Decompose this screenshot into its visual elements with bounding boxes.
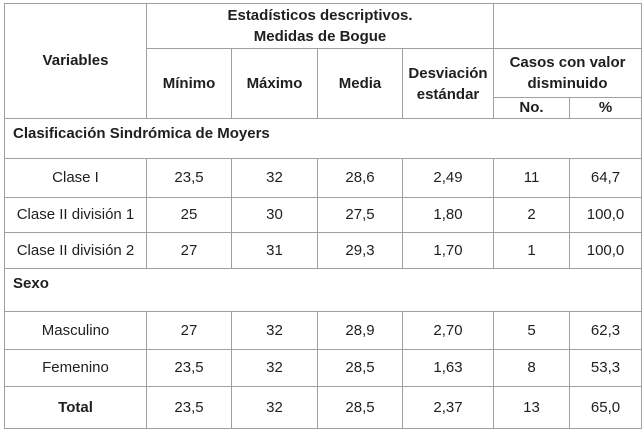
row-label: Total — [4, 386, 147, 429]
cell-min: 23,5 — [146, 386, 232, 429]
header-cases-line1: Casos con valor — [509, 54, 626, 71]
header-stats-group: Estadísticos descriptivos. Medidas de Bo… — [145, 3, 495, 49]
cell-mean: 29,3 — [317, 232, 403, 269]
cell-std: 2,49 — [401, 158, 495, 198]
cell-pct: 62,3 — [569, 311, 643, 350]
row-label: Femenino — [4, 349, 147, 387]
header-mean: Media — [317, 48, 403, 119]
cell-max: 32 — [231, 349, 318, 387]
header-row-1: Variables Estadísticos descriptivos. Med… — [4, 3, 643, 119]
section-row: Sexo — [3, 268, 643, 312]
cell-std: 1,80 — [401, 197, 495, 233]
cell-min: 27 — [146, 311, 232, 350]
cell-pct: 64,7 — [569, 158, 643, 198]
cell-mean: 28,5 — [317, 386, 403, 429]
cell-std: 1,63 — [401, 349, 495, 387]
row-label: Clase II división 2 — [4, 232, 147, 269]
table-row: Femenino 23,5 32 28,5 1,63 8 53,3 — [4, 349, 643, 387]
cell-std: 2,70 — [401, 311, 495, 350]
header-stats-group-line2: Medidas de Bogue — [253, 28, 387, 45]
row-label: Clase II división 1 — [4, 197, 147, 233]
table-row: Clase II división 2 27 31 29,3 1,70 1 10… — [4, 232, 643, 269]
table-row-total: Total 23,5 32 28,5 2,37 13 65,0 — [4, 386, 643, 429]
header-cases: Casos con valor disminuido — [493, 48, 643, 98]
header-stats-group-line1: Estadísticos descriptivos. — [227, 7, 413, 24]
header-empty-cell — [493, 3, 643, 49]
cell-no: 13 — [493, 386, 571, 429]
header-row-2: Mínimo Máximo Media Desviación estándar … — [5, 48, 643, 119]
cell-no: 2 — [493, 197, 571, 233]
header-no: No. — [493, 97, 571, 119]
cell-no: 11 — [493, 158, 571, 198]
header-std-line2: estándar — [416, 85, 480, 103]
cell-pct: 100,0 — [569, 197, 643, 233]
cell-min: 23,5 — [146, 158, 232, 198]
cell-min: 25 — [146, 197, 232, 233]
cell-no: 1 — [493, 232, 571, 269]
cell-no: 8 — [493, 349, 571, 387]
header-max: Máximo — [231, 48, 318, 119]
section-label: Sexo — [3, 268, 643, 312]
table-row: Clase II división 1 25 30 27,5 1,80 2 10… — [4, 197, 643, 233]
cell-pct: 100,0 — [569, 232, 643, 269]
row-label: Masculino — [4, 311, 147, 350]
header-cases-line2: disminuido — [527, 75, 608, 92]
cell-max: 32 — [231, 386, 318, 429]
cell-mean: 28,6 — [317, 158, 403, 198]
cell-max: 32 — [231, 311, 318, 350]
cell-std: 1,70 — [401, 232, 495, 269]
table-row: Masculino 27 32 28,9 2,70 5 62,3 — [4, 311, 643, 350]
cell-pct: 65,0 — [569, 386, 643, 429]
cell-mean: 28,5 — [317, 349, 403, 387]
cell-mean: 28,9 — [317, 311, 403, 350]
statistics-table: Variables Estadísticos descriptivos. Med… — [3, 3, 643, 429]
header-min: Mínimo — [146, 48, 232, 119]
cell-min: 23,5 — [146, 349, 232, 387]
table-row: Clase I 23,5 32 28,6 2,49 11 64,7 — [4, 158, 643, 198]
cell-mean: 27,5 — [317, 197, 403, 233]
header-std: Desviación estándar — [401, 48, 495, 119]
cell-max: 30 — [231, 197, 318, 233]
cell-max: 32 — [231, 158, 318, 198]
header-pct: % — [569, 97, 643, 119]
header-variables: Variables — [4, 3, 147, 119]
cell-no: 5 — [493, 311, 571, 350]
section-row: Clasificación Sindrómica de Moyers — [3, 118, 643, 159]
row-label: Clase I — [4, 158, 147, 198]
cell-min: 27 — [146, 232, 232, 269]
cell-std: 2,37 — [401, 386, 495, 429]
header-std-line1: Desviación — [408, 64, 488, 82]
cell-pct: 53,3 — [569, 349, 643, 387]
cell-max: 31 — [231, 232, 318, 269]
section-label: Clasificación Sindrómica de Moyers — [3, 118, 643, 159]
